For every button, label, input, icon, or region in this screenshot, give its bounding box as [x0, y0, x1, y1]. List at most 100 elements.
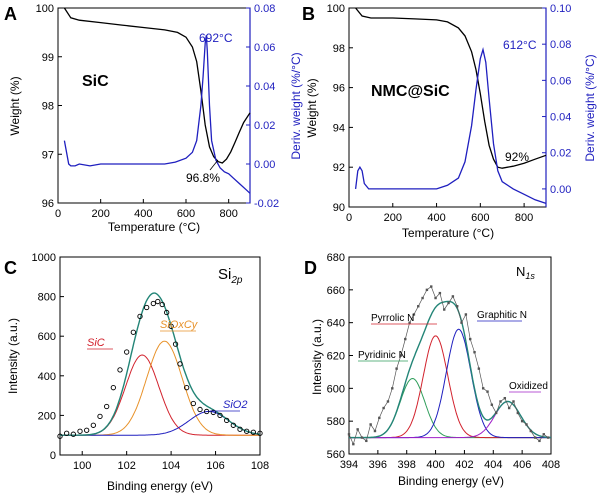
panel-c-data-point — [150, 300, 156, 307]
panel-d-xlabel: Binding energy (eV) — [398, 474, 504, 488]
panel-d-title: N1s — [516, 264, 535, 281]
panel-b-title: NMC@SiC — [371, 83, 450, 100]
panel-c-data-point — [144, 304, 150, 311]
panel-c-ytick-label: 0 — [50, 450, 56, 462]
panel-c-data-point — [230, 422, 236, 428]
panel-d-data-point — [352, 442, 355, 446]
panel-d-data-point — [425, 288, 429, 292]
panel-c-data-point — [217, 412, 223, 419]
panel-c-data-point — [124, 349, 130, 355]
panel-a-ytick-label: 97 — [42, 149, 54, 161]
panel-d-data-point — [347, 433, 351, 436]
panel-d-data-point — [494, 411, 498, 415]
panel-d-ytick-label: 660 — [327, 285, 345, 297]
panel-d-plot: 394 396 398 400 402 404 406 408 560 580 600 620 640 6… — [327, 252, 561, 471]
panel-d-fit-oxidized — [349, 400, 551, 439]
panel-c-sic-label: SiC — [87, 337, 105, 349]
panel-d-data-point — [464, 313, 468, 316]
panel-c-ytick-label: 200 — [38, 410, 56, 422]
panel-b-plot: 0 200 400 600 800 90 92 94 96 98 100 0.00 0.02 0.04 0.… — [327, 3, 572, 224]
panel-d-ytick-label: 640 — [327, 318, 345, 330]
panel-d-data-point — [378, 416, 381, 420]
panel-d-data-point — [399, 354, 403, 357]
panel-d-data-point — [391, 387, 394, 390]
panel-d-data-point — [443, 308, 446, 311]
panel-d-data-point — [430, 285, 433, 288]
panel-b-y2tick-label: 0.06 — [550, 75, 571, 87]
panel-d-data-point — [369, 423, 372, 426]
panel-c-data-point — [168, 323, 174, 329]
panel-b-xtick-label: 600 — [471, 212, 489, 224]
panel-a-y2tick-label: 0.00 — [254, 159, 275, 171]
panel-b-ytick-label: 90 — [333, 202, 345, 214]
panel-a-xtick-label: 0 — [55, 208, 61, 220]
panel-c-letter: C — [4, 258, 17, 278]
panel-a-residue-arrow — [209, 159, 219, 171]
panel-d-data-point — [456, 305, 459, 308]
panel-b-y2tick-label: 0.02 — [550, 148, 571, 160]
panel-b-ytick-label: 96 — [333, 83, 345, 95]
panel-b-xtick-label: 400 — [427, 212, 445, 224]
panel-b-series-deriv-weight — [354, 47, 547, 205]
panel-b-ytick-label: 100 — [327, 3, 345, 15]
panel-c-ytick-label: 1000 — [32, 252, 56, 264]
panel-d-data-point — [360, 436, 364, 439]
panel-b-xtick-label: 0 — [346, 212, 352, 224]
panel-a-ytick-label: 98 — [42, 101, 54, 113]
panel-d-data-point — [503, 396, 507, 400]
panel-d-data-point — [382, 406, 385, 410]
panel-d: D 394 396 398 400 402 404 406 408 560 580 600 620 64… — [304, 252, 560, 488]
panel-a-xtick-label: 600 — [177, 208, 195, 220]
panel-c-title-main: Si — [218, 266, 231, 283]
panel-d-xtick-label: 402 — [455, 459, 473, 471]
panel-b-y2tick-label: 0.04 — [550, 112, 571, 124]
panel-d-ytick-label: 580 — [327, 416, 345, 428]
panel-a-series-deriv-weight — [63, 35, 251, 194]
panel-a-y2label: Deriv. weight (%/°C) — [289, 52, 303, 159]
panel-a-y2tick-label: 0.08 — [254, 3, 275, 15]
panel-d-data-point — [516, 411, 520, 415]
panel-c-data-point — [172, 341, 179, 347]
panel-d-data-point — [529, 429, 532, 433]
panel-b-ytick-label: 92 — [333, 162, 345, 174]
panel-c-data-point — [77, 428, 83, 434]
panel-c-title-sub: 2p — [230, 275, 243, 286]
panel-a-xtick-label: 200 — [91, 208, 109, 220]
panel-a-xlabel: Temperature (°C) — [108, 220, 200, 234]
panel-b-y2label: Deriv. weight (%/°C) — [583, 54, 597, 161]
panel-d-xtick-label: 400 — [426, 459, 444, 471]
panel-c-ytick-label: 600 — [38, 331, 56, 343]
panel-c-data-point — [137, 313, 143, 320]
panel-c-xtick-label: 104 — [162, 460, 180, 472]
panel-a-xtick-label: 400 — [134, 208, 152, 220]
panel-d-xtick-label: 394 — [340, 459, 358, 471]
panel-c-data-point — [210, 409, 216, 416]
panel-d-ytick-label: 620 — [327, 351, 345, 363]
panel-c-data-point — [250, 429, 256, 435]
panel-d-xtick-label: 404 — [484, 459, 502, 471]
panel-c-fit-sic — [60, 354, 260, 436]
panel-c-data-point — [204, 408, 210, 415]
panel-c-data-point — [57, 433, 63, 439]
panel-d-data-point — [417, 305, 420, 308]
panel-d-ylabel: Intensity (a.u.) — [310, 319, 324, 395]
panel-d-ytick-label: 600 — [327, 383, 345, 395]
panel-a: A 0 200 400 600 80096979899100-0.020.000.020… — [4, 3, 303, 234]
panel-d-title-sub: 1s — [525, 271, 535, 281]
panel-c-data-point — [70, 431, 76, 437]
panel-c-data-point — [190, 400, 196, 407]
panel-a-title: SiC — [82, 73, 109, 90]
panel-d-data-point — [447, 301, 450, 305]
panel-c-data-point — [184, 385, 190, 391]
panel-b-residue-label: 92% — [505, 150, 529, 164]
panel-d-data-point — [451, 295, 455, 298]
panel-b-xtick-label: 200 — [384, 212, 402, 224]
panel-d-xtick-label: 398 — [398, 459, 416, 471]
panel-d-data-point — [469, 337, 472, 341]
panel-c-xlabel: Binding energy (eV) — [107, 479, 213, 493]
panel-d-pyridinic-label: Pyridinic N — [358, 350, 406, 361]
panel-c-data-point — [110, 385, 116, 391]
panel-d-xtick-label: 396 — [369, 459, 387, 471]
panel-b-y2tick-label: 0.00 — [550, 184, 571, 196]
